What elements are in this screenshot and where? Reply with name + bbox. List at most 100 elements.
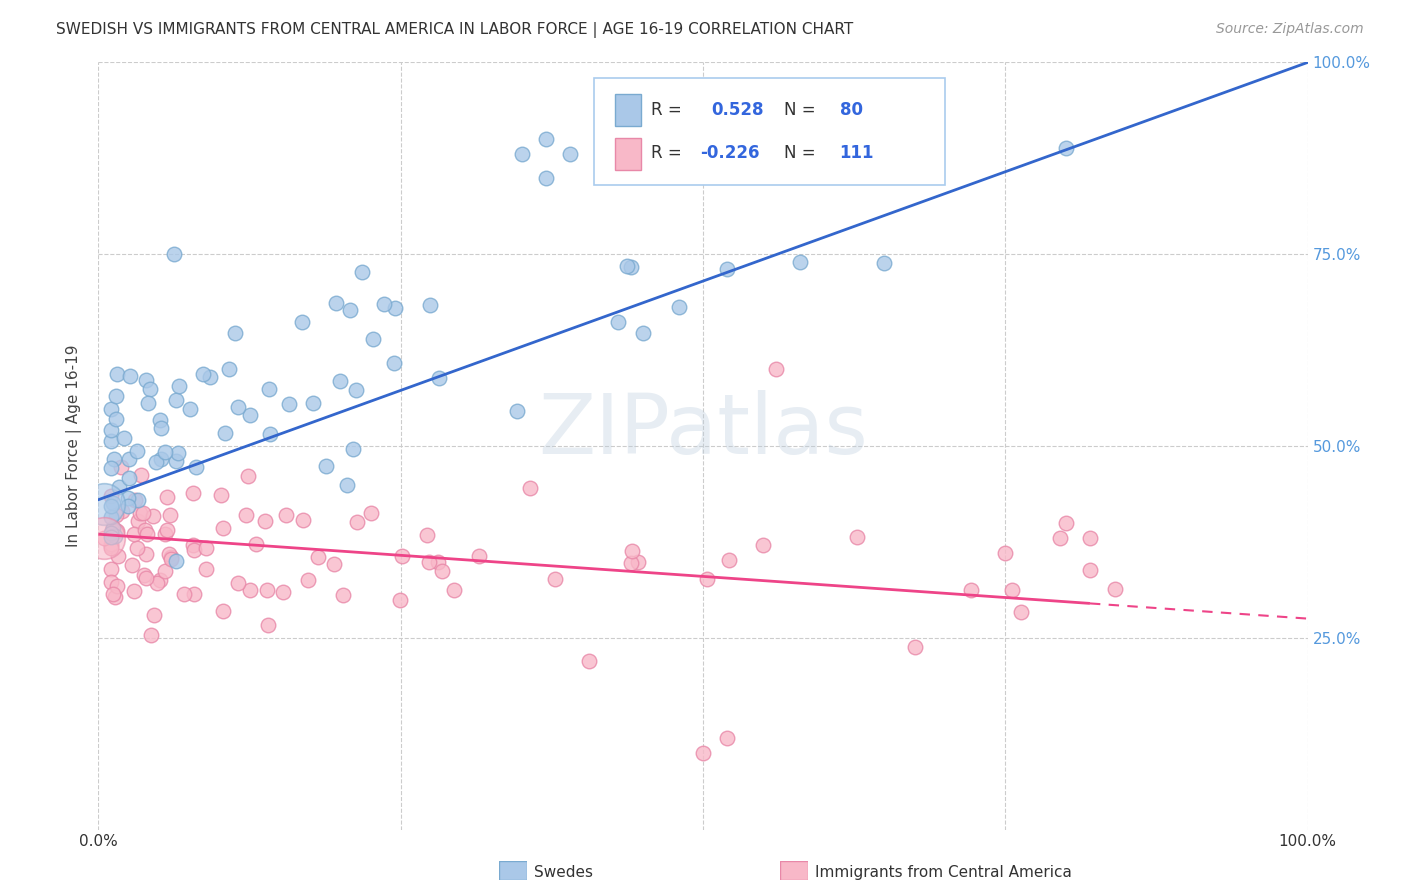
Text: N =: N =	[785, 101, 821, 119]
Point	[165, 554, 187, 568]
Text: SWEDISH VS IMMIGRANTS FROM CENTRAL AMERICA IN LABOR FORCE | AGE 16-19 CORRELATIO: SWEDISH VS IMMIGRANTS FROM CENTRAL AMERI…	[56, 22, 853, 38]
Point	[1078, 563, 1101, 577]
Point	[100, 489, 122, 503]
Point	[100, 528, 122, 542]
Point	[245, 537, 267, 551]
Point	[125, 541, 148, 555]
Point	[100, 510, 122, 524]
Point	[134, 524, 156, 538]
Point	[127, 514, 149, 528]
Point	[105, 367, 128, 381]
Point	[132, 567, 155, 582]
Point	[183, 587, 205, 601]
Point	[224, 326, 246, 340]
Point	[159, 508, 181, 523]
Point	[101, 521, 124, 535]
Point	[419, 297, 441, 311]
Point	[382, 355, 405, 369]
Point	[292, 513, 315, 527]
Point	[191, 367, 214, 381]
Point	[418, 556, 440, 570]
Point	[959, 582, 981, 597]
Point	[360, 506, 382, 520]
Point	[621, 543, 644, 558]
Point	[346, 515, 368, 529]
Point	[118, 452, 141, 467]
Point	[352, 265, 374, 279]
Point	[101, 587, 124, 601]
Point	[519, 482, 541, 496]
Point	[1049, 532, 1071, 546]
Point	[752, 538, 775, 552]
Point	[107, 480, 129, 494]
Y-axis label: In Labor Force | Age 16-19: In Labor Force | Age 16-19	[66, 344, 83, 548]
Point	[336, 478, 359, 492]
Point	[139, 383, 162, 397]
Point	[105, 579, 128, 593]
Point	[112, 431, 135, 445]
Point	[1054, 516, 1077, 530]
FancyBboxPatch shape	[595, 78, 945, 186]
Point	[100, 423, 122, 437]
Point	[291, 315, 314, 329]
Point	[100, 530, 122, 544]
Point	[160, 549, 183, 564]
Point	[259, 427, 281, 442]
Point	[620, 260, 643, 274]
Point	[239, 408, 262, 422]
Point	[167, 379, 190, 393]
Point	[104, 529, 127, 543]
Point	[122, 526, 145, 541]
Bar	[614, 95, 641, 127]
Point	[534, 132, 557, 146]
Point	[100, 525, 122, 540]
Point	[136, 395, 159, 409]
Point	[173, 587, 195, 601]
Point	[211, 488, 233, 502]
Point	[257, 382, 280, 396]
Point	[373, 297, 395, 311]
Point	[716, 262, 738, 277]
Point	[307, 550, 329, 565]
Point	[329, 374, 352, 388]
Point	[148, 413, 170, 427]
Point	[160, 552, 183, 566]
Text: 0.528: 0.528	[711, 101, 763, 119]
Point	[558, 147, 581, 161]
Text: -0.226: -0.226	[700, 145, 761, 162]
Point	[118, 368, 141, 383]
Point	[506, 404, 529, 418]
Point	[391, 549, 413, 563]
Point	[121, 558, 143, 573]
Point	[135, 572, 157, 586]
Point	[101, 523, 124, 537]
Point	[384, 301, 406, 315]
Point	[194, 562, 217, 576]
Point	[257, 618, 280, 632]
Point	[361, 332, 384, 346]
Point	[184, 459, 207, 474]
Point	[468, 549, 491, 563]
Point	[166, 445, 188, 459]
Point	[274, 508, 297, 522]
Point	[696, 573, 718, 587]
Point	[789, 254, 811, 268]
Point	[129, 506, 152, 520]
Point	[302, 396, 325, 410]
Point	[93, 496, 115, 510]
Text: R =: R =	[651, 145, 688, 162]
Point	[153, 527, 176, 541]
Point	[616, 259, 638, 273]
Point	[1104, 582, 1126, 596]
Point	[214, 425, 236, 440]
Point	[118, 471, 141, 485]
Point	[315, 459, 337, 474]
Point	[142, 607, 165, 622]
Point	[1000, 583, 1022, 598]
Point	[873, 256, 896, 270]
Point	[325, 295, 347, 310]
Text: Immigrants from Central America: Immigrants from Central America	[815, 865, 1073, 880]
Point	[100, 541, 122, 555]
Point	[105, 524, 128, 538]
Text: Source: ZipAtlas.com: Source: ZipAtlas.com	[1216, 22, 1364, 37]
